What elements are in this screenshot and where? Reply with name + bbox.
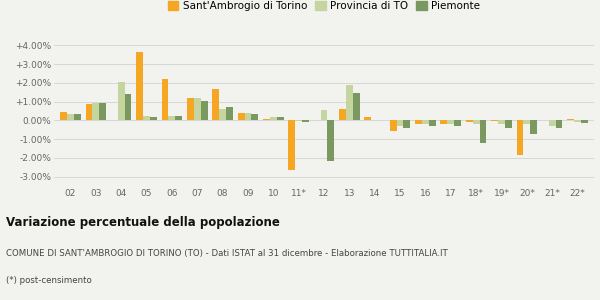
- Bar: [353, 93, 359, 120]
- Bar: [86, 104, 92, 120]
- Bar: [263, 118, 270, 120]
- Bar: [505, 120, 512, 128]
- Bar: [364, 117, 371, 120]
- Bar: [136, 52, 143, 120]
- Bar: [415, 120, 422, 124]
- Bar: [448, 120, 454, 124]
- Bar: [289, 120, 295, 170]
- Bar: [200, 101, 208, 120]
- Bar: [169, 116, 175, 120]
- Bar: [517, 120, 523, 155]
- Text: (*) post-censimento: (*) post-censimento: [6, 276, 92, 285]
- Bar: [277, 117, 284, 120]
- Bar: [328, 120, 334, 161]
- Bar: [429, 120, 436, 126]
- Bar: [74, 114, 81, 120]
- Bar: [125, 94, 131, 120]
- Bar: [295, 120, 302, 121]
- Bar: [339, 109, 346, 120]
- Text: COMUNE DI SANT'AMBROGIO DI TORINO (TO) - Dati ISTAT al 31 dicembre - Elaborazion: COMUNE DI SANT'AMBROGIO DI TORINO (TO) -…: [6, 249, 448, 258]
- Bar: [238, 113, 245, 120]
- Bar: [187, 98, 194, 120]
- Bar: [270, 117, 277, 120]
- Bar: [390, 120, 397, 131]
- Bar: [175, 116, 182, 120]
- Bar: [219, 109, 226, 120]
- Bar: [422, 120, 429, 124]
- Legend: Sant'Ambrogio di Torino, Provincia di TO, Piemonte: Sant'Ambrogio di Torino, Provincia di TO…: [166, 0, 482, 14]
- Bar: [498, 120, 505, 124]
- Bar: [251, 114, 258, 120]
- Bar: [150, 117, 157, 120]
- Bar: [302, 120, 309, 122]
- Bar: [194, 98, 200, 120]
- Bar: [567, 118, 574, 120]
- Bar: [466, 120, 473, 122]
- Bar: [397, 120, 403, 126]
- Bar: [143, 116, 150, 120]
- Bar: [92, 103, 99, 120]
- Bar: [473, 120, 479, 124]
- Bar: [581, 120, 588, 123]
- Bar: [99, 103, 106, 120]
- Bar: [118, 82, 125, 120]
- Bar: [479, 120, 487, 143]
- Bar: [549, 120, 556, 126]
- Bar: [523, 120, 530, 124]
- Bar: [161, 79, 169, 120]
- Bar: [212, 89, 219, 120]
- Bar: [530, 120, 537, 134]
- Bar: [346, 85, 353, 120]
- Bar: [574, 120, 581, 122]
- Bar: [556, 120, 562, 128]
- Bar: [67, 114, 74, 120]
- Bar: [454, 120, 461, 126]
- Text: Variazione percentuale della popolazione: Variazione percentuale della popolazione: [6, 216, 280, 229]
- Bar: [320, 110, 328, 120]
- Bar: [403, 120, 410, 128]
- Bar: [440, 120, 448, 124]
- Bar: [245, 113, 251, 120]
- Bar: [60, 112, 67, 120]
- Bar: [491, 120, 498, 121]
- Bar: [226, 107, 233, 120]
